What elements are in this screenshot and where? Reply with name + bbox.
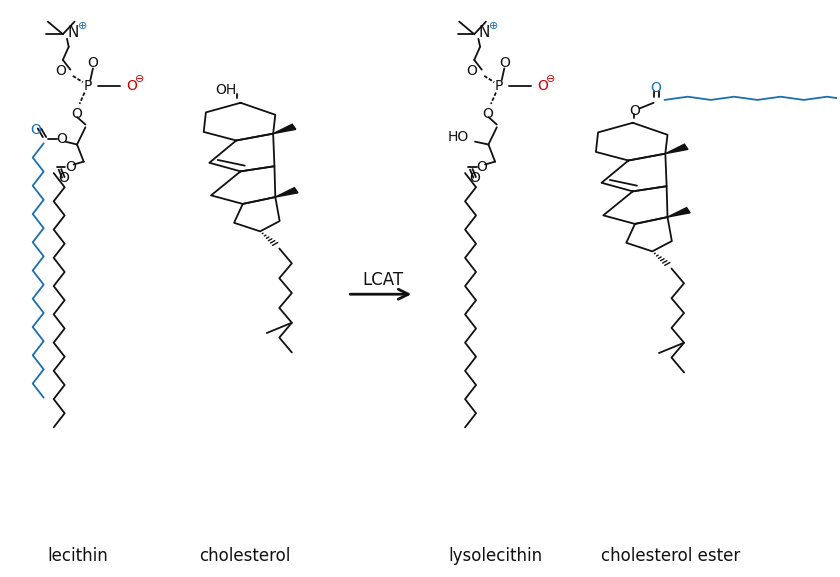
Text: O: O [467,65,478,78]
Text: O: O [71,107,81,121]
Text: ⊕: ⊕ [489,21,499,31]
Text: N: N [479,25,490,40]
Text: N: N [67,25,78,40]
Text: O: O [65,160,76,174]
Text: lysolecithin: lysolecithin [448,547,542,565]
Text: O: O [58,171,69,185]
Text: ⊖: ⊖ [546,74,555,84]
Text: ⊖: ⊖ [134,74,144,84]
Text: O: O [30,123,41,137]
Text: O: O [482,107,493,121]
Text: O: O [470,171,480,185]
Polygon shape [273,124,296,134]
Text: cholesterol: cholesterol [199,547,291,565]
Polygon shape [276,188,298,197]
Text: HO: HO [447,130,469,144]
Text: O: O [499,56,510,70]
Text: cholesterol ester: cholesterol ester [601,547,740,565]
Text: O: O [476,160,487,174]
Polygon shape [668,208,690,217]
Text: P: P [495,78,503,93]
Text: lecithin: lecithin [48,547,108,565]
Text: O: O [538,78,549,93]
Text: OH: OH [215,83,236,97]
Text: O: O [55,65,66,78]
Text: P: P [84,78,92,93]
Text: ‧: ‧ [88,80,91,89]
Text: O: O [651,81,662,96]
Polygon shape [665,144,688,153]
Text: O: O [126,78,137,93]
Text: LCAT: LCAT [362,271,403,289]
Text: O: O [56,132,67,146]
Text: ⊕: ⊕ [78,21,87,31]
Text: O: O [629,104,640,118]
Text: O: O [87,56,98,70]
